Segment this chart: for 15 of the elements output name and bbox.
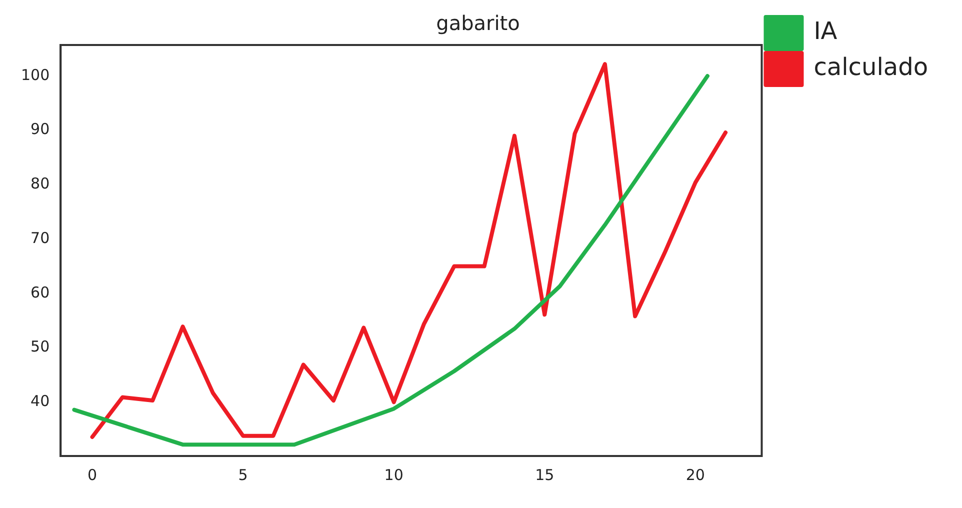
y-tick-label: 50 [30,338,50,356]
y-tick-label: 70 [30,228,50,247]
x-tick-label: 20 [686,466,705,484]
y-tick-label: 80 [30,174,50,193]
legend-label: calculado [814,53,928,82]
x-tick-label: 5 [238,466,248,484]
y-tick-label: 90 [30,120,50,138]
legend-label: IA [814,17,838,46]
y-tick-label: 40 [30,392,50,410]
y-tick-label: 60 [30,283,50,302]
x-tick-label: 0 [88,466,98,484]
chart-title: gabarito [436,11,520,36]
x-tick-label: 10 [384,466,404,484]
x-tick-label: 15 [535,466,554,484]
y-tick-label: 100 [20,66,50,84]
